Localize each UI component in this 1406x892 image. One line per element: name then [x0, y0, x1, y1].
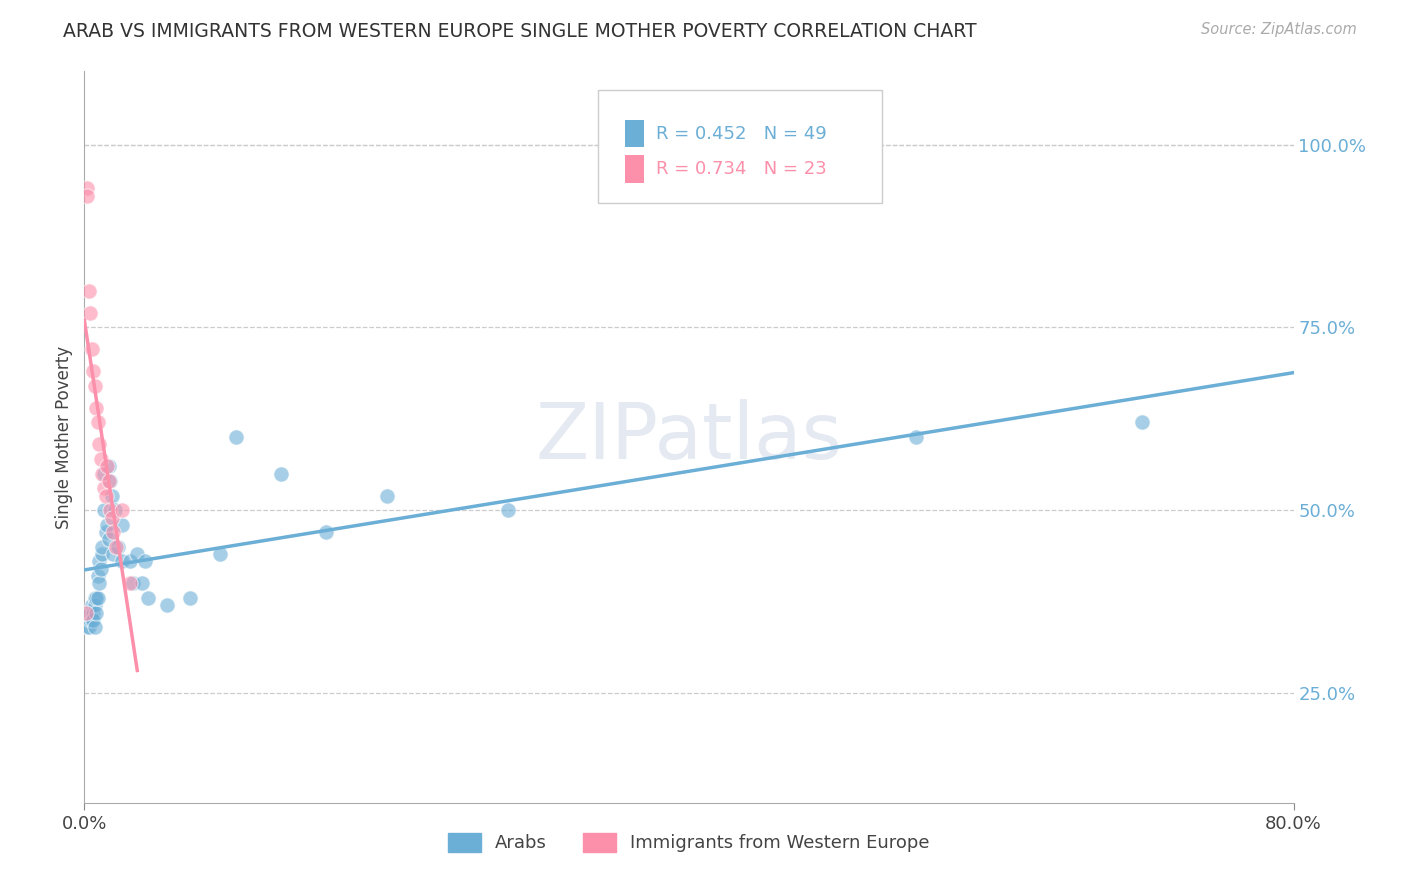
- Point: [97, 533, 120, 547]
- FancyBboxPatch shape: [599, 90, 883, 203]
- Point: [107, 540, 129, 554]
- Point: [76, 181, 98, 195]
- Point: [82, 613, 104, 627]
- Point: [315, 525, 337, 540]
- Point: [76, 188, 98, 202]
- Point: [76, 620, 98, 634]
- Point: [156, 599, 179, 613]
- Point: [87, 591, 110, 605]
- Point: [89, 576, 111, 591]
- Point: [84, 379, 107, 393]
- Point: [225, 430, 247, 444]
- Point: [375, 489, 398, 503]
- Point: [75, 606, 97, 620]
- Point: [91, 540, 114, 554]
- Point: [111, 554, 134, 568]
- Point: [105, 540, 128, 554]
- Point: [93, 467, 115, 481]
- Point: [91, 547, 114, 561]
- Point: [93, 503, 115, 517]
- FancyBboxPatch shape: [624, 120, 644, 147]
- Point: [496, 503, 519, 517]
- Point: [84, 599, 107, 613]
- Point: [77, 620, 100, 634]
- Point: [96, 517, 118, 532]
- Point: [91, 467, 114, 481]
- Point: [111, 503, 134, 517]
- Point: [87, 416, 110, 430]
- Point: [136, 591, 159, 605]
- Point: [134, 554, 156, 568]
- Point: [121, 576, 143, 591]
- Point: [94, 489, 117, 503]
- Point: [98, 474, 121, 488]
- Point: [89, 554, 111, 568]
- Point: [101, 525, 124, 540]
- Point: [100, 510, 122, 524]
- Point: [101, 547, 124, 561]
- Point: [86, 401, 108, 415]
- Point: [82, 606, 104, 620]
- Text: Source: ZipAtlas.com: Source: ZipAtlas.com: [1201, 22, 1357, 37]
- Point: [118, 576, 141, 591]
- Point: [79, 606, 101, 620]
- Point: [80, 343, 103, 357]
- Point: [80, 599, 103, 613]
- Point: [84, 591, 107, 605]
- Point: [79, 613, 101, 627]
- Point: [79, 306, 101, 320]
- Point: [84, 620, 107, 634]
- Point: [118, 554, 141, 568]
- Point: [80, 613, 103, 627]
- Text: ARAB VS IMMIGRANTS FROM WESTERN EUROPE SINGLE MOTHER POVERTY CORRELATION CHART: ARAB VS IMMIGRANTS FROM WESTERN EUROPE S…: [63, 22, 977, 41]
- Point: [86, 606, 108, 620]
- Point: [90, 562, 112, 576]
- Point: [97, 459, 120, 474]
- Point: [87, 569, 110, 583]
- Point: [127, 547, 149, 561]
- Point: [100, 489, 122, 503]
- Point: [89, 437, 111, 451]
- Text: ZIPatlas: ZIPatlas: [536, 399, 842, 475]
- Point: [94, 525, 117, 540]
- Point: [111, 517, 134, 532]
- Point: [86, 591, 108, 605]
- Point: [77, 284, 100, 298]
- Point: [97, 474, 120, 488]
- FancyBboxPatch shape: [624, 154, 644, 183]
- Text: R = 0.452   N = 49: R = 0.452 N = 49: [657, 125, 827, 143]
- Text: R = 0.734   N = 23: R = 0.734 N = 23: [657, 160, 827, 178]
- Point: [82, 364, 104, 378]
- Point: [104, 503, 127, 517]
- Point: [904, 430, 927, 444]
- Point: [179, 591, 201, 605]
- Point: [90, 452, 112, 467]
- Legend: Arabs, Immigrants from Western Europe: Arabs, Immigrants from Western Europe: [441, 826, 936, 860]
- Point: [98, 503, 121, 517]
- Point: [209, 547, 232, 561]
- Point: [96, 459, 118, 474]
- Y-axis label: Single Mother Poverty: Single Mother Poverty: [55, 345, 73, 529]
- Point: [1130, 416, 1153, 430]
- Point: [93, 481, 115, 495]
- Point: [131, 576, 153, 591]
- Point: [270, 467, 292, 481]
